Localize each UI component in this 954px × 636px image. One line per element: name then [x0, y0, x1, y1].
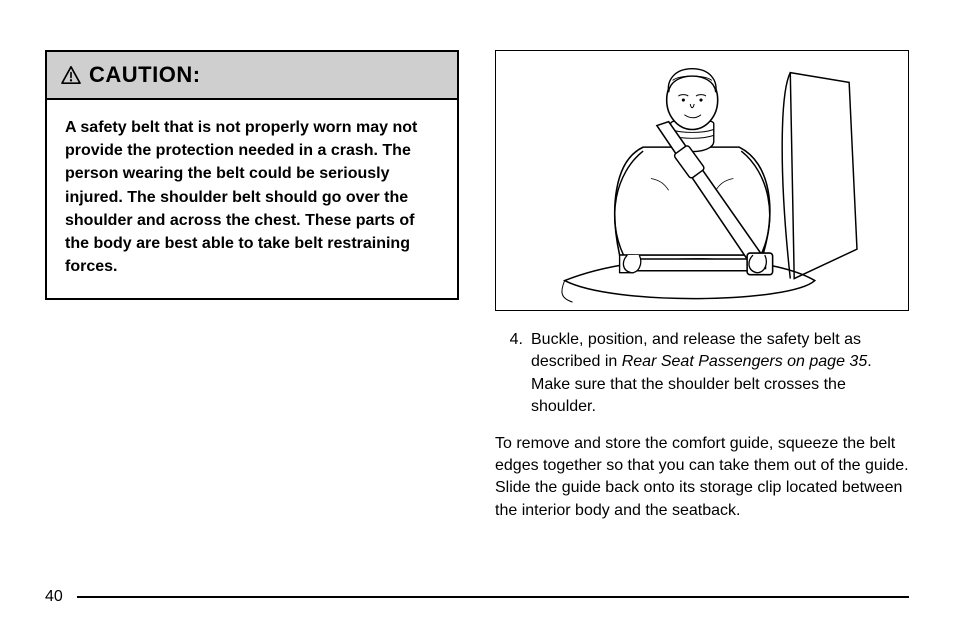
footer-rule	[77, 596, 909, 598]
removal-paragraph: To remove and store the comfort guide, s…	[495, 433, 909, 523]
step-text: Buckle, position, and release the safety…	[531, 329, 909, 419]
page-footer: 40	[45, 588, 909, 606]
seatbelt-illustration	[495, 50, 909, 311]
instruction-step-4: 4. Buckle, position, and release the saf…	[495, 329, 909, 419]
two-column-layout: CAUTION: A safety belt that is not prope…	[45, 50, 909, 522]
manual-page: CAUTION: A safety belt that is not prope…	[0, 0, 954, 636]
page-number: 40	[45, 588, 77, 606]
caution-body: A safety belt that is not properly worn …	[47, 100, 457, 298]
warning-triangle-icon	[61, 66, 81, 84]
right-column: 4. Buckle, position, and release the saf…	[495, 50, 909, 522]
caution-title: CAUTION:	[89, 62, 201, 88]
caution-box: CAUTION: A safety belt that is not prope…	[45, 50, 459, 300]
left-column: CAUTION: A safety belt that is not prope…	[45, 50, 459, 522]
step-number: 4.	[495, 329, 531, 419]
step-cross-reference: Rear Seat Passengers on page 35	[622, 353, 868, 370]
seatbelt-svg	[496, 51, 908, 310]
caution-header: CAUTION:	[47, 52, 457, 100]
